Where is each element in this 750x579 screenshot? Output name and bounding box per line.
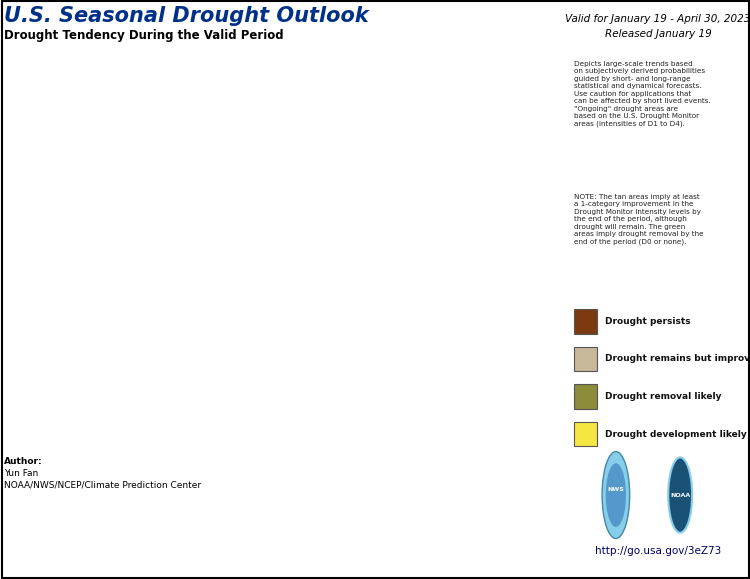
Text: Released January 19: Released January 19 xyxy=(604,29,712,39)
Text: NOTE: The tan areas imply at least
a 1-category improvement in the
Drought Monit: NOTE: The tan areas imply at least a 1-c… xyxy=(574,194,704,245)
Text: Depicts large-scale trends based
on subjectively derived probabilities
guided by: Depicts large-scale trends based on subj… xyxy=(574,61,710,127)
Text: NOAA: NOAA xyxy=(670,493,690,497)
Circle shape xyxy=(602,452,630,538)
Text: Drought persists: Drought persists xyxy=(604,317,691,326)
Bar xyxy=(574,309,598,334)
Bar xyxy=(574,347,598,371)
Text: Drought removal likely: Drought removal likely xyxy=(604,392,722,401)
Text: Author:: Author: xyxy=(4,457,42,466)
Text: NWS: NWS xyxy=(608,487,624,492)
Text: Drought Tendency During the Valid Period: Drought Tendency During the Valid Period xyxy=(4,29,284,42)
Circle shape xyxy=(606,463,626,527)
Text: Valid for January 19 - April 30, 2023: Valid for January 19 - April 30, 2023 xyxy=(566,14,750,24)
Bar xyxy=(574,384,598,409)
Text: http://go.usa.gov/3eZ73: http://go.usa.gov/3eZ73 xyxy=(595,546,722,556)
Circle shape xyxy=(668,457,692,533)
Text: Yun Fan: Yun Fan xyxy=(4,468,38,478)
Text: Drought development likely: Drought development likely xyxy=(604,430,746,439)
Bar xyxy=(574,422,598,446)
Text: NOAA/NWS/NCEP/Climate Prediction Center: NOAA/NWS/NCEP/Climate Prediction Center xyxy=(4,480,201,489)
Text: Drought remains but improves: Drought remains but improves xyxy=(604,354,750,364)
Text: U.S. Seasonal Drought Outlook: U.S. Seasonal Drought Outlook xyxy=(4,6,368,26)
